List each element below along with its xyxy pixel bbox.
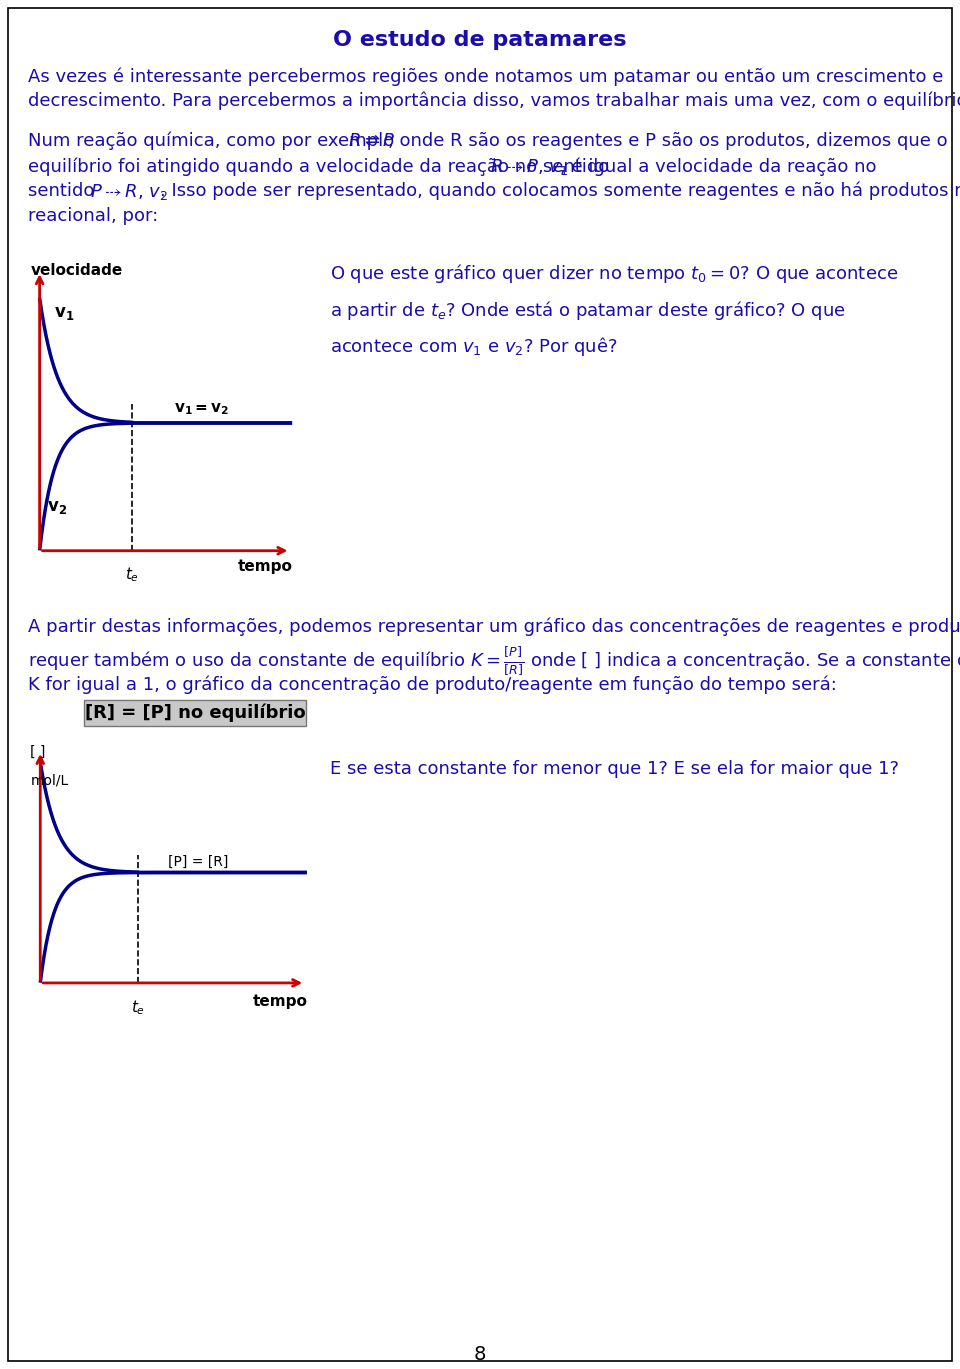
- Text: tempo: tempo: [238, 559, 293, 574]
- Text: As vezes é interessante percebermos regiões onde notamos um patamar ou então um : As vezes é interessante percebermos regi…: [28, 68, 944, 86]
- Text: Num reação química, como por exemplo: Num reação química, como por exemplo: [28, 131, 400, 151]
- Text: . Isso pode ser representado, quando colocamos somente reagentes e não há produt: . Isso pode ser representado, quando col…: [160, 182, 960, 200]
- Text: velocidade: velocidade: [31, 263, 123, 278]
- Text: $\mathbf{v_2}$: $\mathbf{v_2}$: [47, 498, 66, 516]
- FancyBboxPatch shape: [84, 700, 306, 726]
- Text: [R] = [P] no equilíbrio: [R] = [P] no equilíbrio: [84, 704, 305, 723]
- Text: K for igual a 1, o gráfico da concentração de produto/reagente em função do temp: K for igual a 1, o gráfico da concentraç…: [28, 675, 837, 694]
- Text: O que este gráfico quer dizer no tempo $t_0 = 0$? O que acontece
a partir de $t_: O que este gráfico quer dizer no tempo $…: [330, 261, 899, 359]
- Text: mol/L: mol/L: [31, 773, 69, 787]
- Text: $R \rightleftharpoons P$: $R \rightleftharpoons P$: [348, 131, 396, 151]
- Text: , onde R são os reagentes e P são os produtos, dizemos que o: , onde R são os reagentes e P são os pro…: [388, 131, 948, 151]
- Text: , é igual a velocidade da reação no: , é igual a velocidade da reação no: [560, 157, 876, 175]
- Text: requer também o uso da constante de equilíbrio $K = \frac{[P]}{[R]}$ onde [ ] in: requer também o uso da constante de equi…: [28, 645, 960, 676]
- Text: $P \dashrightarrow R$, $v_2$: $P \dashrightarrow R$, $v_2$: [90, 182, 168, 203]
- Text: reacional, por:: reacional, por:: [28, 207, 158, 225]
- Text: E se esta constante for menor que 1? E se ela for maior que 1?: E se esta constante for menor que 1? E s…: [330, 760, 899, 778]
- Text: sentido: sentido: [28, 182, 100, 200]
- Text: decrescimento. Para percebermos a importância disso, vamos trabalhar mais uma ve: decrescimento. Para percebermos a import…: [28, 92, 960, 111]
- Text: $\mathbf{v_1 = v_2}$: $\mathbf{v_1 = v_2}$: [175, 401, 229, 418]
- Text: O estudo de patamares: O estudo de patamares: [333, 30, 627, 51]
- Text: $t_e$: $t_e$: [132, 998, 145, 1017]
- Text: 8: 8: [474, 1344, 486, 1364]
- Text: [ ]: [ ]: [31, 745, 46, 758]
- Text: [P] = [R]: [P] = [R]: [168, 854, 228, 869]
- Text: $t_e$: $t_e$: [126, 565, 139, 585]
- Text: equilíbrio foi atingido quando a velocidade da reação no sentido: equilíbrio foi atingido quando a velocid…: [28, 157, 615, 175]
- Text: tempo: tempo: [252, 994, 307, 1009]
- Text: A partir destas informações, podemos representar um gráfico das concentrações de: A partir destas informações, podemos rep…: [28, 617, 960, 637]
- Text: $\mathbf{v_1}$: $\mathbf{v_1}$: [54, 304, 74, 322]
- Text: $R \dashrightarrow P$, $v_1$: $R \dashrightarrow P$, $v_1$: [490, 157, 568, 177]
